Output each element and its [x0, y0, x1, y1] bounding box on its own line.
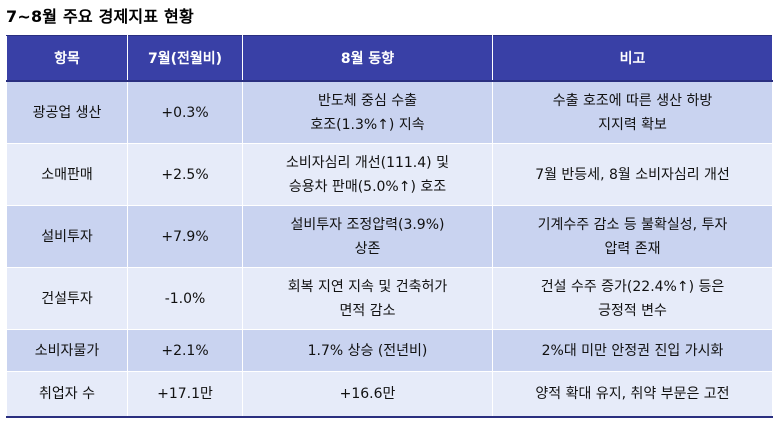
trend-line: 상존 [354, 240, 381, 257]
note-line: 지지력 확보 [598, 116, 667, 133]
note-line: 수출 호조에 따른 생산 하방 [552, 92, 713, 109]
table-row: 소매판매 +2.5% 소비자심리 개선(111.4) 및 승용차 판매(5.0%… [6, 143, 773, 206]
row-item: 소비자물가 [6, 329, 128, 372]
note-line: 긍정적 변수 [598, 302, 667, 319]
trend-line: 반도체 중심 수출 [317, 92, 418, 109]
row-note: 양적 확대 유지, 취약 부문은 고전 [492, 371, 773, 418]
row-item: 광공업 생산 [6, 80, 128, 144]
row-july-value: +2.5% [127, 143, 243, 206]
row-note: 2%대 미만 안정권 진입 가시화 [492, 329, 773, 372]
row-july-value: +2.1% [127, 329, 243, 372]
note-line: 압력 존재 [604, 240, 661, 257]
row-item: 취업자 수 [6, 371, 128, 418]
row-item: 소매판매 [6, 143, 128, 206]
note-line: 건설 수주 증가(22.4%↑) 등은 [540, 278, 725, 295]
row-july-value: +17.1만 [127, 371, 243, 418]
row-august-trend: 설비투자 조정압력(3.9%) 상존 [242, 205, 493, 268]
header-august-trend: 8월 동향 [242, 35, 493, 82]
note-line: 기계수주 감소 등 불확실성, 투자 [537, 216, 728, 233]
note-line: 2%대 미만 안정권 진입 가시화 [541, 342, 724, 359]
header-note: 비고 [492, 35, 773, 82]
table-row: 건설투자 -1.0% 회복 지연 지속 및 건축허가 면적 감소 건설 수주 증… [6, 267, 773, 330]
note-line: 양적 확대 유지, 취약 부문은 고전 [535, 386, 730, 402]
row-july-value: -1.0% [127, 267, 243, 330]
row-august-trend: +16.6만 [242, 371, 493, 418]
row-item: 설비투자 [6, 205, 128, 268]
header-item: 항목 [6, 35, 128, 82]
row-july-value: +7.9% [127, 205, 243, 268]
row-august-trend: 1.7% 상승 (전년비) [242, 329, 493, 372]
trend-line: 1.7% 상승 (전년비) [307, 342, 428, 359]
trend-line: 면적 감소 [339, 302, 396, 319]
trend-line: 승용차 판매(5.0%↑) 호조 [288, 178, 447, 195]
row-note: 기계수주 감소 등 불확실성, 투자 압력 존재 [492, 205, 773, 268]
table-header-row: 항목 7월(전월비) 8월 동향 비고 [6, 35, 773, 82]
row-item: 건설투자 [6, 267, 128, 330]
row-note: 7월 반등세, 8월 소비자심리 개선 [492, 143, 773, 206]
row-august-trend: 반도체 중심 수출 호조(1.3%↑) 지속 [242, 80, 493, 144]
row-note: 수출 호조에 따른 생산 하방 지지력 확보 [492, 80, 773, 144]
note-line: 7월 반등세, 8월 소비자심리 개선 [535, 166, 730, 183]
row-august-trend: 회복 지연 지속 및 건축허가 면적 감소 [242, 267, 493, 330]
table-row: 설비투자 +7.9% 설비투자 조정압력(3.9%) 상존 기계수주 감소 등 … [6, 205, 773, 268]
table-row: 소비자물가 +2.1% 1.7% 상승 (전년비) 2%대 미만 안정권 진입 … [6, 329, 773, 372]
header-july: 7월(전월비) [127, 35, 243, 82]
trend-line: +16.6만 [339, 386, 396, 402]
table-row: 취업자 수 +17.1만 +16.6만 양적 확대 유지, 취약 부문은 고전 [6, 371, 773, 418]
row-august-trend: 소비자심리 개선(111.4) 및 승용차 판매(5.0%↑) 호조 [242, 143, 493, 206]
trend-line: 설비투자 조정압력(3.9%) [290, 216, 445, 233]
economic-indicators-table: 항목 7월(전월비) 8월 동향 비고 광공업 생산 +0.3% 반도체 중심 … [6, 35, 773, 418]
row-note: 건설 수주 증가(22.4%↑) 등은 긍정적 변수 [492, 267, 773, 330]
row-july-value: +0.3% [127, 80, 243, 144]
table-row: 광공업 생산 +0.3% 반도체 중심 수출 호조(1.3%↑) 지속 수출 호… [6, 80, 773, 144]
trend-line: 회복 지연 지속 및 건축허가 [287, 278, 448, 295]
page-title: 7~8월 주요 경제지표 현황 [6, 7, 194, 26]
trend-line: 호조(1.3%↑) 지속 [310, 116, 425, 133]
trend-line: 소비자심리 개선(111.4) 및 [286, 154, 449, 171]
